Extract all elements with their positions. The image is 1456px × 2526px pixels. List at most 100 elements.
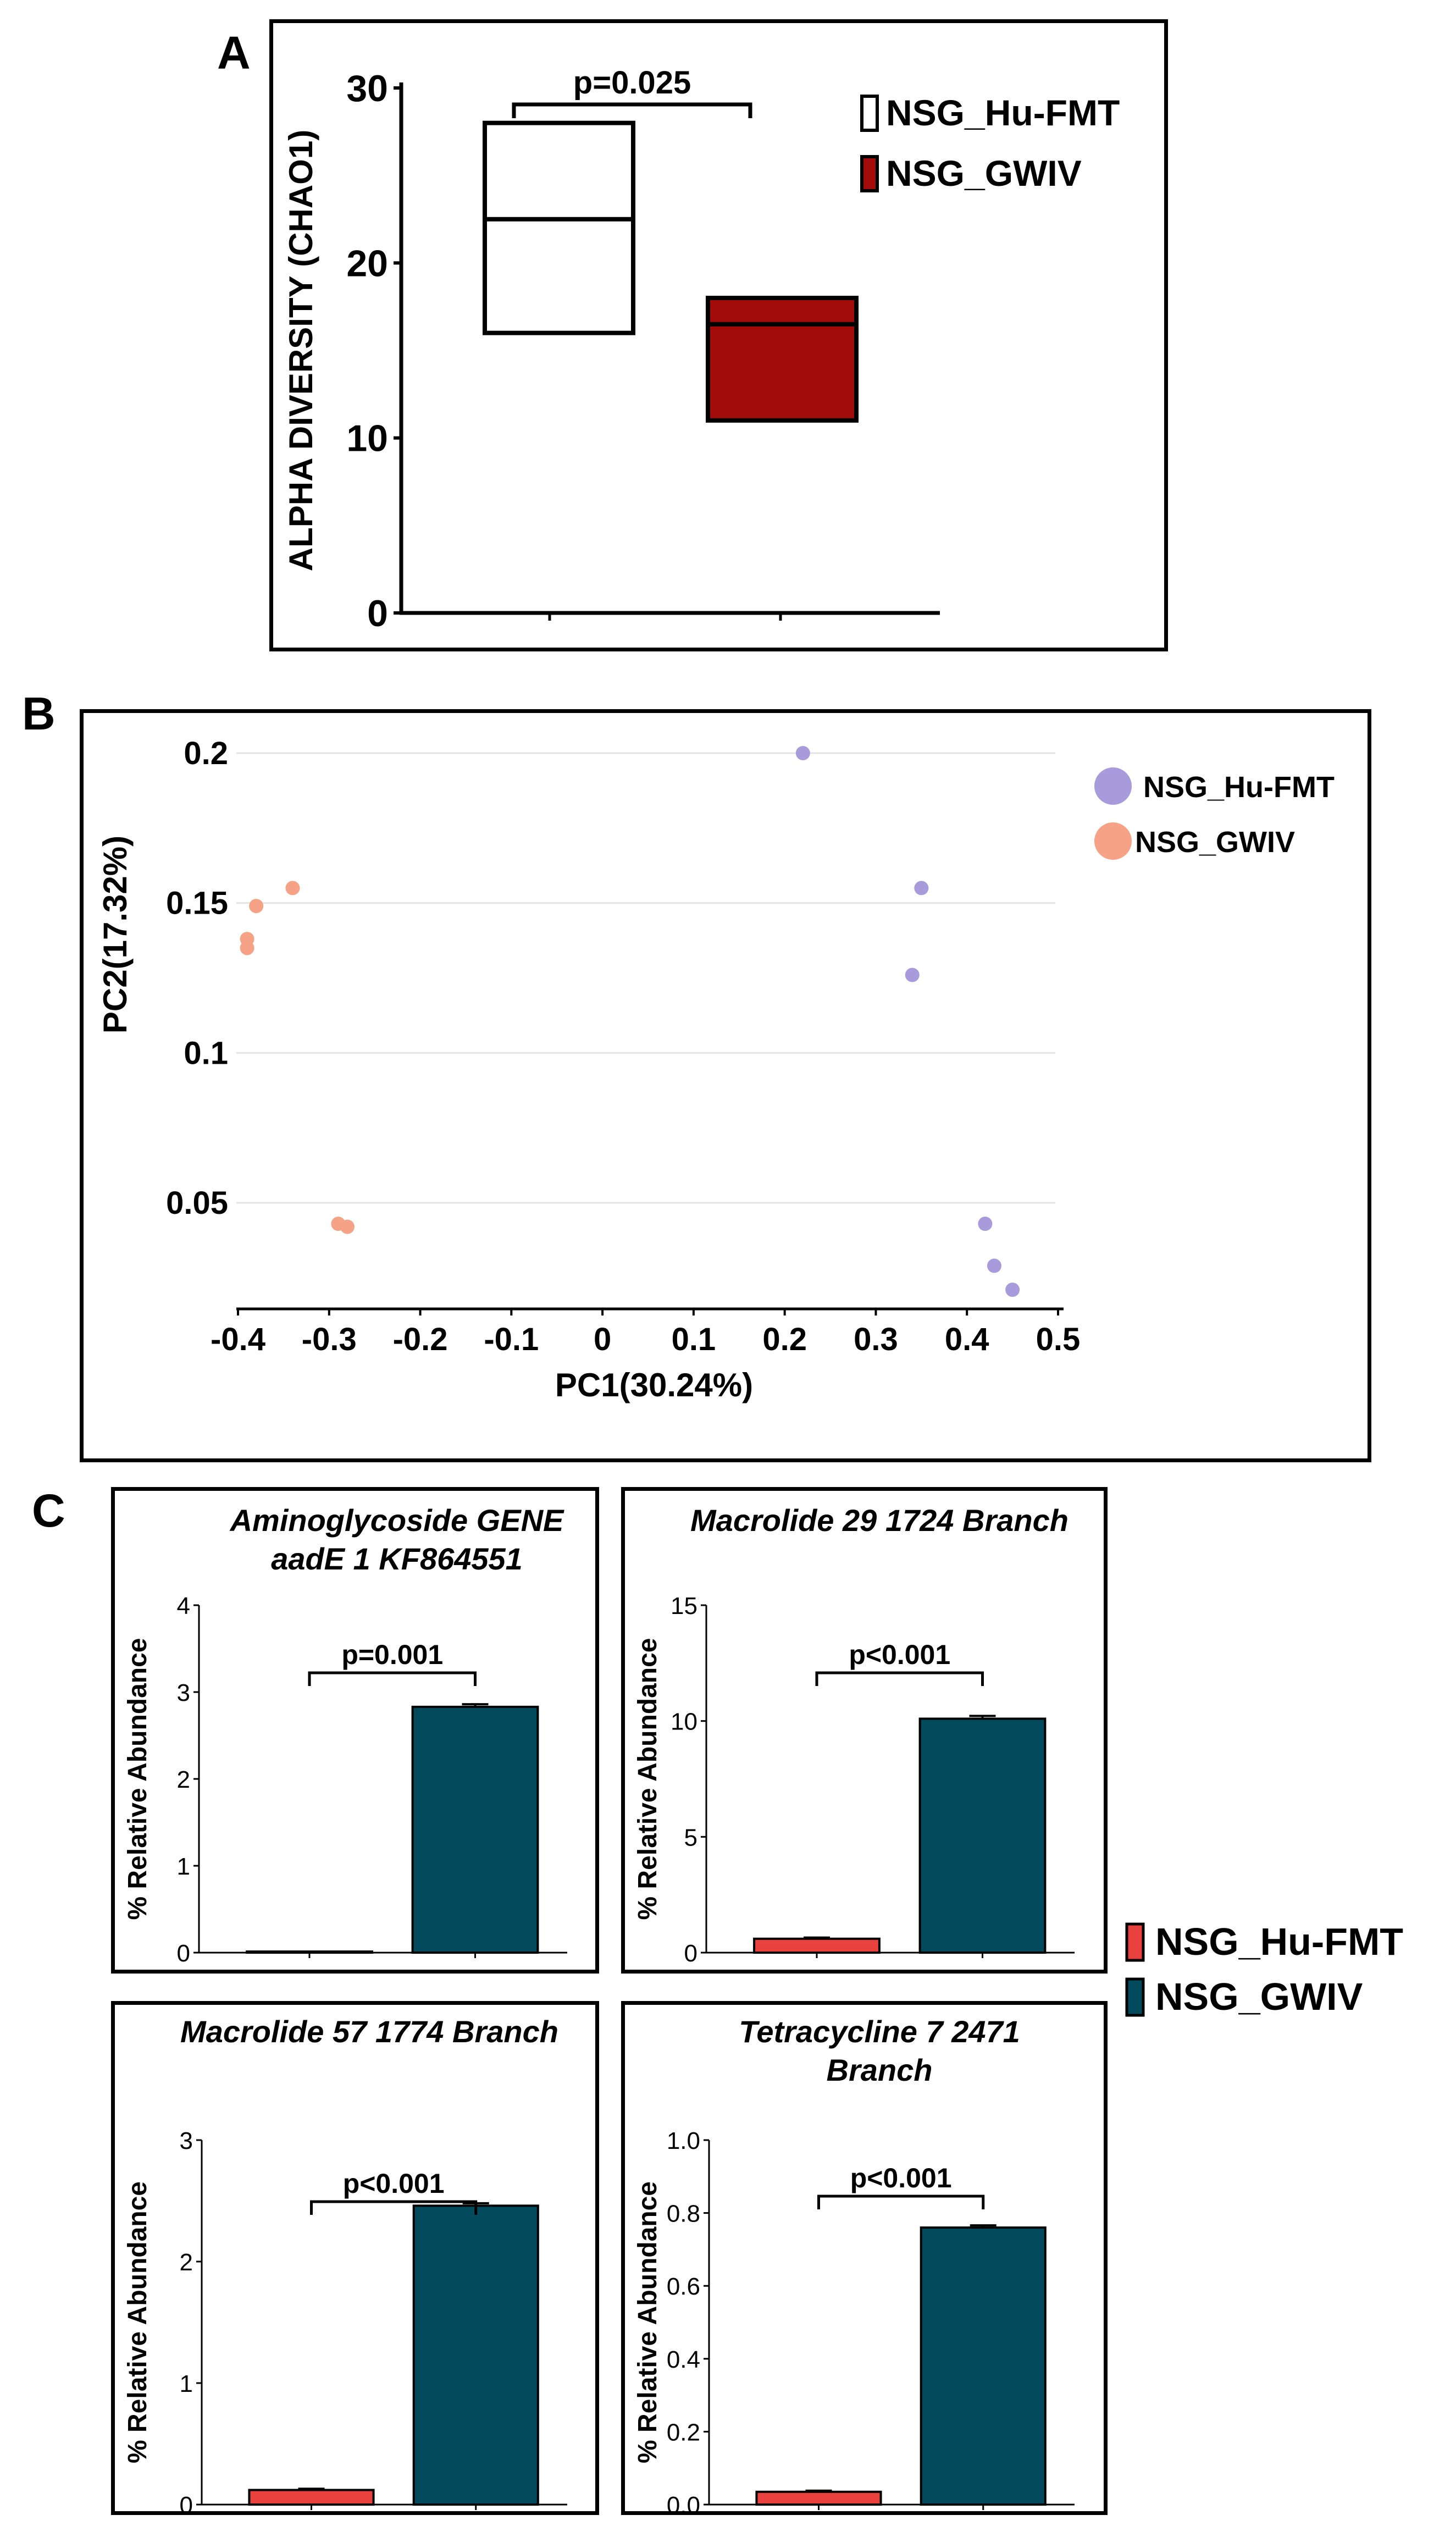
panel-c-legend: NSG_Hu-FMT NSG_GWIV [1125,1920,1403,2018]
panel-c3-bar-chart: Macrolide 57 1774 Branch 0 1 2 3 % Relative A… [123,2014,567,2519]
legend-label-0: NSG_Hu-FMT [886,92,1120,133]
x-tick-label-5: 0.1 [672,1322,716,1357]
x-tick-label-6: 0.2 [762,1322,807,1357]
panel-c4-bar-chart: Tetracycline 7 2471 Branch 0.0 0.2 0.4 0.6 0.8… [633,2014,1075,2519]
y-tick-label-1: 1 [177,1853,190,1880]
bar-gwiv [918,1717,1047,1954]
point-gwiv-1 [285,881,300,896]
y-tick-label-3: 0.2 [184,736,228,771]
y-tick-label-1: 0.1 [184,1035,228,1071]
box-hu-fmt [483,120,635,335]
y-tick-label-1: 0.2 [667,2419,700,2446]
legend-swatch-0 [1125,1922,1145,1962]
significance-bracket [512,102,752,118]
y-tick-label-3: 3 [177,1679,190,1706]
y-tick-label-0: 0.05 [166,1185,228,1221]
legend-label-1: NSG_GWIV [886,153,1082,194]
y-tick-label-2: 10 [671,1709,697,1735]
point-gwiv-3 [240,941,254,955]
y-tick-label-4: 0.8 [667,2201,700,2227]
x-tick-label-1: -0.3 [302,1322,357,1357]
y-tick-label-4: 4 [177,1593,190,1619]
y-tick-label-2: 20 [346,242,388,284]
y-tick-label-1: 1 [180,2370,193,2397]
x-tick-label-0: -0.4 [211,1322,265,1357]
y-tick-label-0: 0 [177,1940,190,1967]
panel-c2-bar-chart: Macrolide 29 1724 Branch 0 5 10 15 % Relative… [633,1503,1075,1967]
x-axis-title: PC1(30.24%) [555,1367,753,1403]
panel-letter-b: B [22,688,56,739]
y-axis-title: % Relative Abundance [633,2181,662,2463]
bar-gwiv [412,2204,539,2506]
point-hu-fmt-4 [987,1258,1001,1273]
p-value-label: p<0.001 [343,2168,445,2199]
y-tick-label-0: 0 [367,593,388,634]
legend-label-0: NSG_Hu-FMT [1143,771,1335,804]
p-value-label: p<0.001 [849,1639,950,1670]
significance-bracket [308,1671,477,1686]
y-axis-title: % Relative Abundance [123,2181,152,2463]
x-tick-label-9: 0.5 [1036,1322,1081,1357]
point-hu-fmt-0 [795,746,810,760]
bar-hu-fmt [248,2489,375,2506]
significance-bracket [310,2200,478,2215]
point-gwiv-0 [249,899,264,914]
point-hu-fmt-5 [1005,1283,1020,1297]
x-tick-label-7: 0.3 [854,1322,898,1357]
y-tick-label-3: 15 [671,1593,697,1619]
y-tick-label-5: 1.0 [667,2127,700,2154]
y-axis-title: % Relative Abundance [633,1638,662,1920]
point-hu-fmt-2 [905,968,920,982]
bar-hu-fmt [753,1937,881,1954]
legend-dot-1 [1094,822,1132,860]
panel-b-pca-scatter: 0.05 0.1 0.15 0.2 -0.4 -0.3 -0.2 -0.1 0 0.1 0.2 0.3… [97,736,1335,1403]
point-hu-fmt-3 [978,1217,993,1231]
y-tick-label-0: 0.0 [667,2492,700,2519]
y-tick-label-2: 0.15 [166,886,228,921]
legend-label-0: NSG_Hu-FMT [1155,1920,1403,1963]
p-value-label: p=0.001 [341,1639,443,1670]
y-tick-label-2: 2 [177,1766,190,1793]
y-tick-label-1: 10 [346,418,388,460]
x-tick-label-2: -0.2 [393,1322,448,1357]
y-tick-label-2: 2 [180,2249,193,2276]
panel-letter-a: A [217,27,251,79]
legend-label-1: NSG_GWIV [1155,1975,1363,2018]
chart-title-line-0: Macrolide 57 1774 Branch [180,2014,558,2049]
chart-title-line-1: aadE 1 KF864551 [271,1541,523,1576]
point-hu-fmt-1 [914,881,929,896]
legend-swatch-1 [1125,1977,1145,2017]
point-gwiv-5 [340,1219,355,1234]
bar-hu-fmt [246,1950,373,1954]
bar-hu-fmt [755,2490,882,2506]
bar-gwiv [411,1705,539,1954]
p-value-label: p<0.001 [850,2163,952,2193]
bar-gwiv [920,2226,1047,2506]
y-tick-label-0: 0 [684,1940,697,1967]
chart-title-line-0: Aminoglycoside GENE [229,1503,564,1538]
y-axis-title: % Relative Abundance [123,1638,152,1920]
y-tick-label-1: 5 [684,1824,697,1851]
x-tick-label-8: 0.4 [945,1322,989,1357]
significance-bracket [815,1671,984,1686]
x-tick-label-4: 0 [594,1322,611,1357]
x-tick-label-3: -0.1 [484,1322,539,1357]
box-gwiv [706,296,859,423]
y-tick-label-3: 30 [346,68,388,109]
y-tick-label-3: 0.6 [667,2273,700,2300]
y-tick-label-3: 3 [180,2127,193,2154]
legend-label-1: NSG_GWIV [1135,826,1295,859]
legend-dot-0 [1094,767,1132,805]
panel-b-frame [80,709,1371,1462]
legend-swatch-0 [860,95,879,132]
p-value-label: p=0.025 [573,65,691,101]
significance-bracket [817,2195,985,2209]
y-axis-title: ALPHA DIVERSITY (CHAO1) [283,130,319,571]
chart-title-line-0: Tetracycline 7 2471 [739,2014,1020,2049]
panel-letter-c: C [32,1485,65,1536]
y-tick-label-2: 0.4 [667,2346,700,2373]
y-tick-label-0: 0 [180,2492,193,2519]
chart-title-line-0: Macrolide 29 1724 Branch [690,1503,1069,1538]
y-axis-title: PC2(17.32%) [97,836,134,1033]
